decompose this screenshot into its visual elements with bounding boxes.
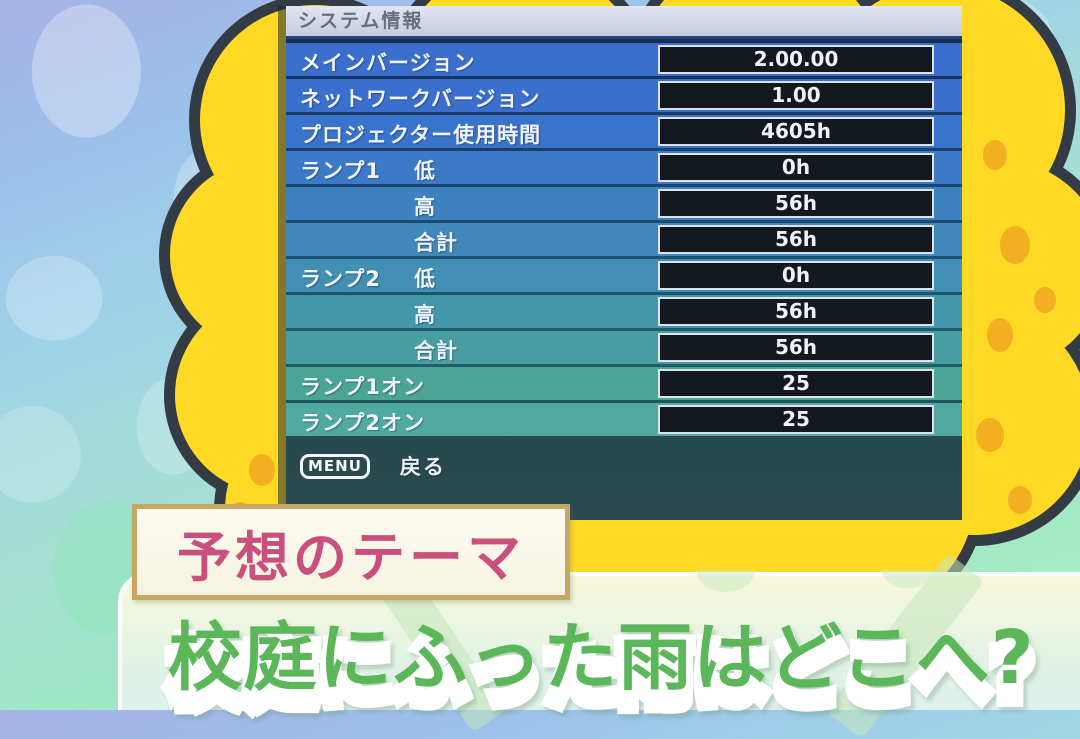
menu-row: ランプ2 低 0h xyxy=(286,259,962,292)
menu-row: ネットワークバージョン 1.00 xyxy=(286,79,962,112)
main-caption: 校庭にふった雨はどこへ? xyxy=(168,598,1035,705)
row-value: 2.00.00 xyxy=(658,45,934,74)
row-label: ランプ1 xyxy=(300,159,381,183)
row-label: ランプ2 xyxy=(300,267,381,291)
main-caption-text: 校庭にふった雨はどこへ? xyxy=(168,615,1035,701)
menu-row: ランプ1オン 25 xyxy=(286,367,962,400)
menu-row: 高 56h xyxy=(286,187,962,220)
row-label: ランプ1オン xyxy=(300,375,425,399)
menu-button-badge[interactable]: MENU xyxy=(300,453,370,479)
row-value: 56h xyxy=(658,333,934,362)
menu-row: 合計 56h xyxy=(286,331,962,364)
row-label: ネットワークバージョン xyxy=(300,87,541,111)
row-value: 56h xyxy=(658,297,934,326)
menu-row: 高 56h xyxy=(286,295,962,328)
osd-footer: MENU 戻る xyxy=(286,446,962,486)
row-sublabel: 低 xyxy=(414,159,436,183)
row-sublabel: 合計 xyxy=(414,231,458,255)
row-value: 56h xyxy=(658,225,934,254)
back-label: 戻る xyxy=(399,455,446,479)
row-sublabel: 低 xyxy=(414,267,436,291)
row-sublabel: 高 xyxy=(414,303,436,327)
row-sublabel: 合計 xyxy=(414,339,458,363)
row-label: ランプ2オン xyxy=(300,411,425,435)
row-value: 0h xyxy=(658,261,934,290)
menu-row: メインバージョン 2.00.00 xyxy=(286,43,962,76)
row-sublabel: 高 xyxy=(414,195,436,219)
row-value: 56h xyxy=(658,189,934,218)
row-label: メインバージョン xyxy=(300,51,476,75)
row-value: 4605h xyxy=(658,117,934,146)
row-value: 0h xyxy=(658,153,934,182)
row-label: プロジェクター使用時間 xyxy=(300,123,542,147)
menu-row: 合計 56h xyxy=(286,223,962,256)
row-value: 25 xyxy=(658,405,934,434)
row-value: 25 xyxy=(658,369,934,398)
osd-title-text: システム情報 xyxy=(298,10,424,32)
osd-title-bar: システム情報 xyxy=(286,6,962,39)
osd-panel: システム情報 メインバージョン 2.00.00 ネットワークバージョン 1.00 プロジ… xyxy=(286,6,962,520)
theme-label-box: 予想のテーマ xyxy=(132,504,570,600)
menu-row: ランプ2オン 25 xyxy=(286,403,962,436)
menu-rows: メインバージョン 2.00.00 ネットワークバージョン 1.00 プロジェクター使用時… xyxy=(286,43,962,439)
menu-row: プロジェクター使用時間 4605h xyxy=(286,115,962,148)
menu-row: ランプ1 低 0h xyxy=(286,151,962,184)
theme-label-text: 予想のテーマ xyxy=(177,525,525,589)
row-value: 1.00 xyxy=(658,81,934,110)
